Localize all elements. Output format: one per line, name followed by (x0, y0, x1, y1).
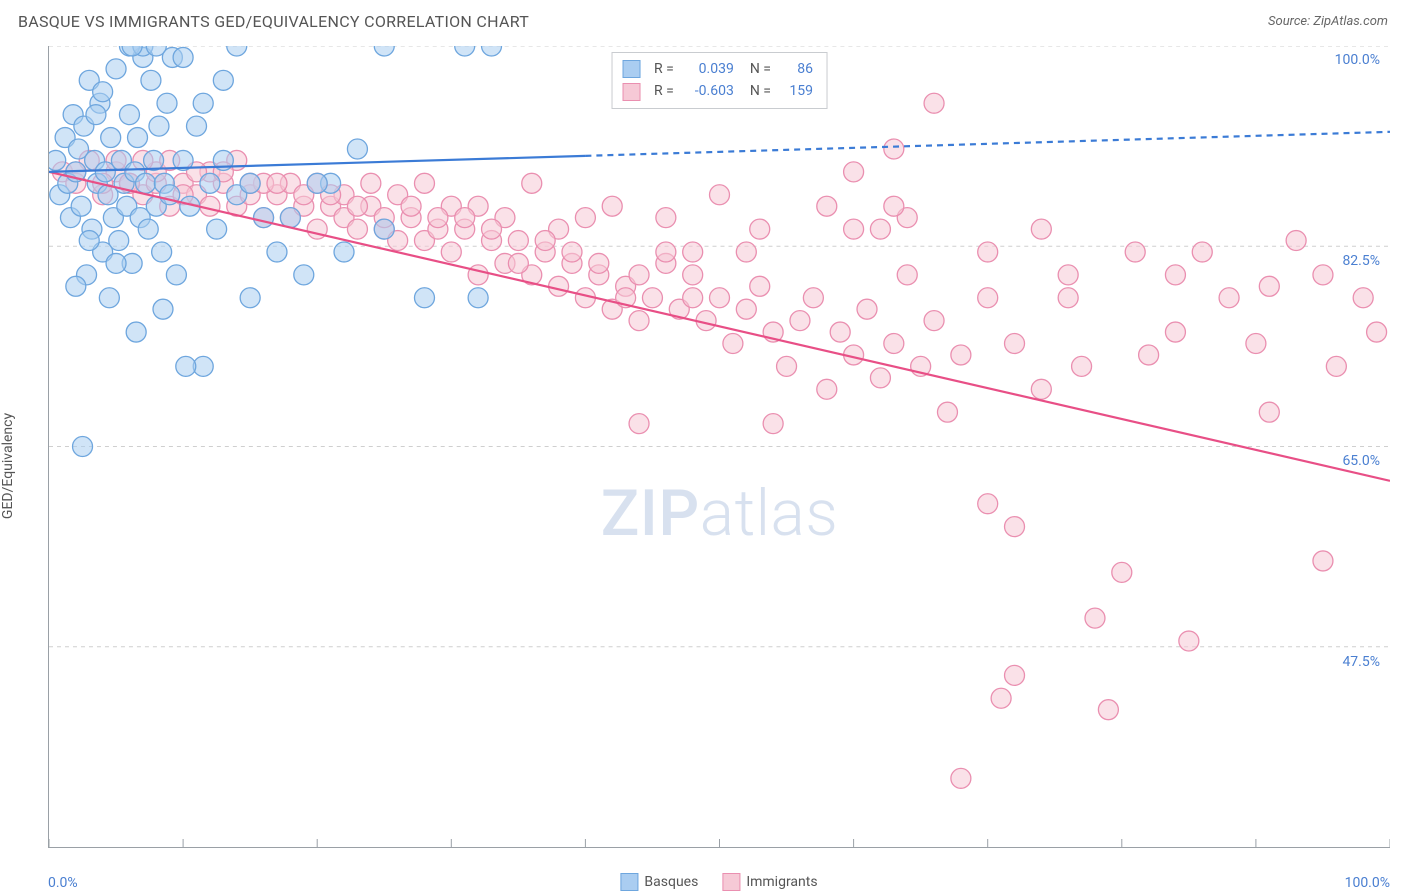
stat-n-label: N = (750, 58, 771, 80)
legend-swatch (722, 873, 740, 891)
legend-swatch (620, 873, 638, 891)
chart-svg (49, 46, 1390, 847)
legend-label: Basques (644, 874, 698, 890)
stat-legend-box: R = 0.039 N = 86 R = -0.603 N = 159 (611, 52, 828, 109)
y-tick-label: 65.0% (1342, 453, 1380, 469)
chart-source: Source: ZipAtlas.com (1268, 14, 1388, 29)
stat-r-label: R = (654, 80, 674, 102)
stat-row: R = -0.603 N = 159 (622, 80, 813, 102)
chart-title: BASQUE VS IMMIGRANTS GED/EQUIVALENCY COR… (18, 12, 529, 31)
stat-n-value: 159 (779, 80, 813, 102)
stat-n-label: N = (750, 80, 771, 102)
y-axis-label: GED/Equivalency (0, 413, 16, 519)
legend-swatch (622, 83, 640, 101)
x-axis-labels: 0.0% Basques Immigrants 100.0% (48, 863, 1390, 891)
chart-area: GED/Equivalency ZIPatlas R =0.039N =86R … (0, 40, 1406, 892)
x-axis-start-label: 0.0% (48, 875, 78, 891)
legend-item: Basques (620, 873, 698, 891)
chart-header: BASQUE VS IMMIGRANTS GED/EQUIVALENCY COR… (0, 0, 1406, 40)
legend-item: Immigrants (722, 873, 817, 891)
stat-r-value: 0.039 (682, 58, 734, 80)
series-legend: Basques Immigrants (620, 873, 817, 891)
plot-region: ZIPatlas R =0.039N =86R =-0.603N =159 47… (48, 46, 1390, 848)
legend-label: Immigrants (746, 874, 817, 890)
stat-r-label: R = (654, 58, 674, 80)
y-tick-label: 100.0% (1335, 52, 1380, 68)
y-tick-label: 82.5% (1342, 253, 1380, 269)
x-axis-end-label: 100.0% (1345, 875, 1390, 891)
stat-r-value: -0.603 (682, 80, 734, 102)
legend-swatch (622, 60, 640, 78)
stat-row: R = 0.039 N = 86 (622, 58, 813, 80)
y-tick-label: 47.5% (1342, 654, 1380, 670)
stat-n-value: 86 (779, 58, 813, 80)
